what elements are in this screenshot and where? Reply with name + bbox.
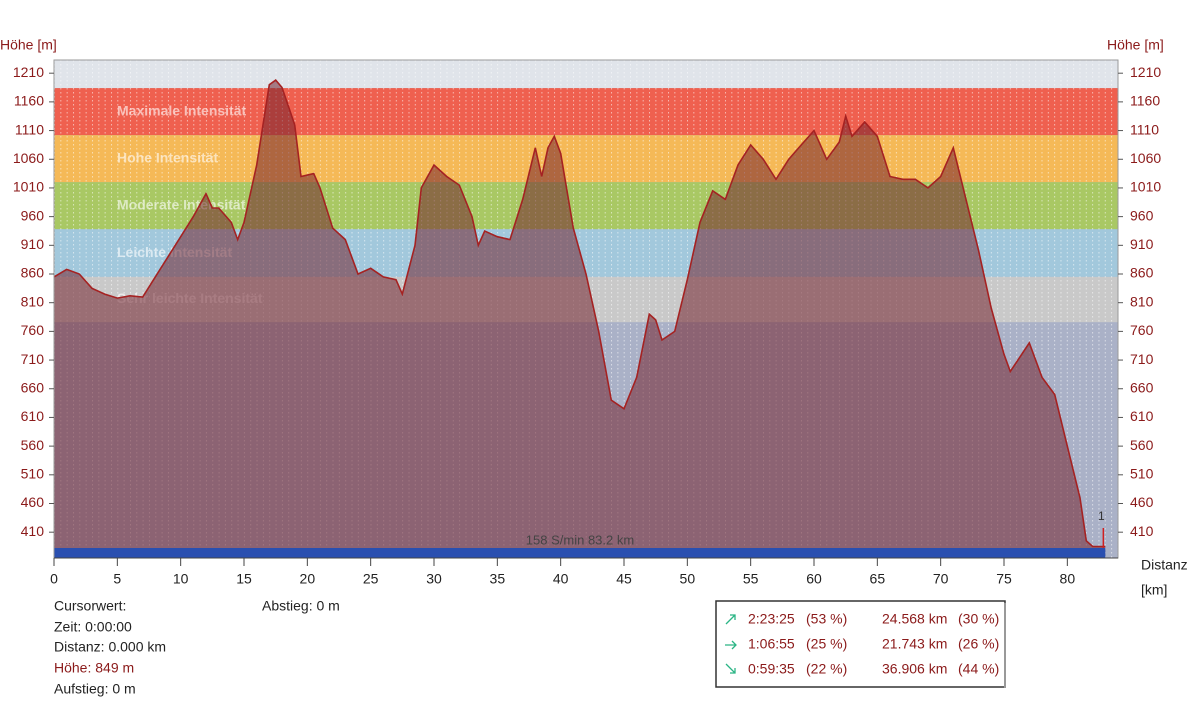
y2-tick-label: 410	[1130, 523, 1154, 539]
stat-cell: 36.906 km	[882, 661, 947, 677]
y-axis-label: Höhe [m]	[0, 37, 57, 53]
cursor-ascent: Aufstieg: 0 m	[54, 681, 136, 697]
profile-area	[54, 80, 1106, 558]
x-tick-label: 60	[806, 571, 822, 587]
stat-cell: (26 %)	[958, 636, 999, 652]
y-tick-label: 910	[21, 236, 45, 252]
y2-tick-label: 1210	[1130, 64, 1161, 80]
x-tick-label: 15	[236, 571, 252, 587]
stat-cell: 2:23:25	[748, 611, 795, 627]
y2-tick-label: 810	[1130, 293, 1154, 309]
cursor-panel: Cursorwert: Zeit: 0:00:00 Distanz: 0.000…	[54, 598, 340, 697]
y-tick-label: 710	[21, 351, 45, 367]
y2-tick-label: 1110	[1130, 121, 1159, 137]
y2-tick-label: 560	[1130, 437, 1154, 453]
y-tick-label: 960	[21, 207, 45, 223]
y2-tick-label: 510	[1130, 466, 1154, 482]
stat-cell: 21.743 km	[882, 636, 947, 652]
stat-cell: 0:59:35	[748, 661, 795, 677]
y-tick-label: 660	[21, 379, 45, 395]
y-tick-label: 860	[21, 265, 45, 281]
icon-flat	[725, 640, 737, 650]
x-tick-label: 40	[553, 571, 569, 587]
stat-cell: (30 %)	[958, 611, 999, 627]
y2-tick-label: 760	[1130, 322, 1154, 338]
stat-cell: 24.568 km	[882, 611, 947, 627]
x-tick-label: 45	[616, 571, 632, 587]
y-tick-label: 810	[21, 293, 45, 309]
x-axis-label: Distanz	[1141, 557, 1188, 573]
stat-cell: (53 %)	[806, 611, 847, 627]
icon-up	[725, 614, 736, 625]
profile-line	[53, 79, 1106, 548]
stat-cell: (25 %)	[806, 636, 847, 652]
cursor-distance: Distanz: 0.000 km	[54, 639, 166, 655]
icon-down	[725, 663, 736, 674]
x-tick-label: 55	[743, 571, 759, 587]
y-tick-label: 610	[21, 408, 45, 424]
y2-tick-label: 910	[1130, 236, 1154, 252]
y2-tick-label: 860	[1130, 265, 1154, 281]
stat-cell: (22 %)	[806, 661, 847, 677]
y-tick-label: 560	[21, 437, 45, 453]
x-tick-label: 0	[50, 571, 58, 587]
x-axis-unit: [km]	[1141, 582, 1167, 598]
cursor-descent: Abstieg: 0 m	[262, 598, 340, 614]
cursor-time: Zeit: 0:00:00	[54, 619, 132, 635]
x-tick-label: 5	[113, 571, 121, 587]
cadence-bar	[54, 548, 1106, 558]
y2-tick-label: 1010	[1130, 179, 1161, 195]
y-tick-label: 1010	[13, 179, 44, 195]
y-tick-label: 510	[21, 466, 45, 482]
y2-tick-label: 1060	[1130, 150, 1161, 166]
annotation: 158 S/min 83.2 km	[526, 532, 634, 547]
y-tick-label: 1060	[13, 150, 44, 166]
y-tick-label: 1110	[15, 121, 44, 137]
y2-tick-label: 610	[1130, 408, 1154, 424]
stat-cell: (44 %)	[958, 661, 999, 677]
x-tick-label: 65	[870, 571, 886, 587]
stats-rows: 2:23:25 (53 %) 24.568 km (30 %) 1:06:55 (25 %…	[748, 611, 999, 677]
cursor-title: Cursorwert:	[54, 598, 126, 614]
plot-area: Maximale IntensitätHohe IntensitätModera…	[53, 59, 1119, 559]
y-tick-label: 410	[21, 523, 45, 539]
x-tick-label: 10	[173, 571, 189, 587]
y-tick-label: 760	[21, 322, 45, 338]
stat-cell: 1:06:55	[748, 636, 795, 652]
cursor-height: Höhe: 849 m	[54, 660, 134, 676]
y2-tick-label: 1160	[1130, 93, 1160, 109]
x-tick-label: 30	[426, 571, 442, 587]
x-tick-label: 20	[300, 571, 316, 587]
y2-tick-label: 960	[1130, 207, 1154, 223]
x-tick-label: 70	[933, 571, 949, 587]
y2-axis-label: Höhe [m]	[1107, 37, 1164, 53]
x-tick-label: 50	[680, 571, 696, 587]
x-tick-label: 75	[996, 571, 1012, 587]
y-tick-label: 1160	[14, 93, 44, 109]
y2-tick-label: 710	[1130, 351, 1154, 367]
y-tick-label: 460	[21, 494, 45, 510]
x-tick-label: 25	[363, 571, 379, 587]
stats-icons	[725, 614, 737, 674]
y-tick-label: 1210	[13, 64, 44, 80]
x-tick-label: 80	[1060, 571, 1076, 587]
x-tick-label: 35	[490, 571, 506, 587]
y2-tick-label: 460	[1130, 494, 1154, 510]
annotation: 1	[1098, 509, 1105, 523]
stats-box	[715, 600, 1006, 688]
y2-tick-label: 660	[1130, 379, 1154, 395]
